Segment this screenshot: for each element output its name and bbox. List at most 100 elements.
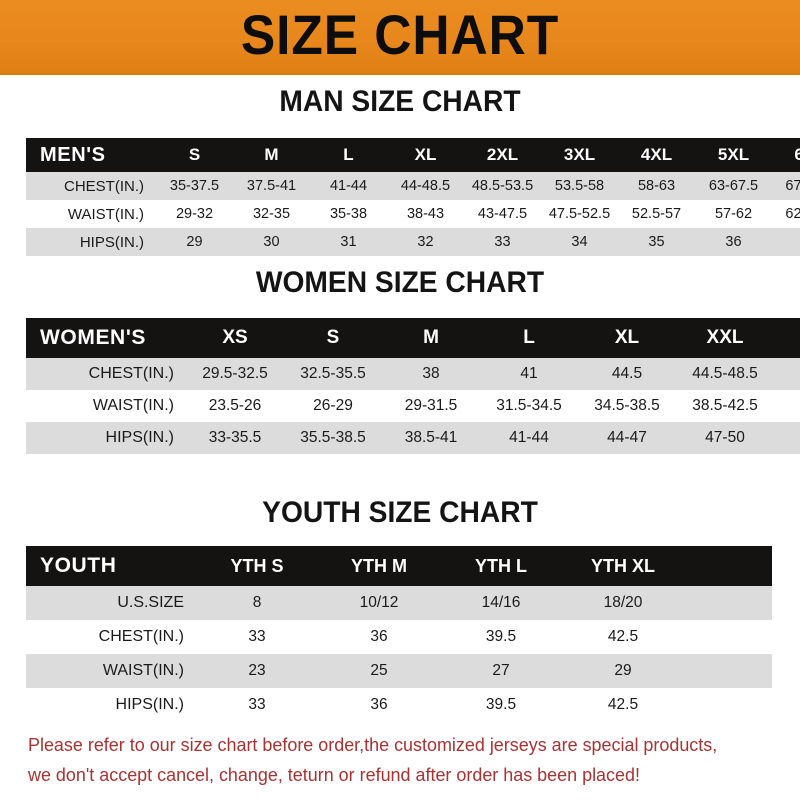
women-waist-xxl: 38.5-42.5 (676, 390, 774, 422)
men-waist-xl: 38-43 (387, 200, 464, 228)
youth-waist-blank (684, 654, 772, 688)
men-chest-s: 35-37.5 (156, 172, 233, 200)
table-row: U.S.SIZE 8 10/12 14/16 18/20 (26, 586, 772, 620)
men-row-label-chest: CHEST(IN.) (26, 172, 156, 200)
youth-ussize-l: 14/16 (440, 586, 562, 620)
women-col-header-l: L (523, 327, 535, 348)
women-col-header-s: S (326, 327, 340, 348)
youth-ussize-s: 8 (196, 586, 318, 620)
order-policy-disclaimer: Please refer to our size chart before or… (28, 730, 754, 790)
women-col-header-m: M (423, 327, 439, 348)
men-hips-l: 31 (310, 228, 387, 256)
youth-table-header-row: YOUTH YTH S YTH M YTH L YTH XL (26, 546, 772, 586)
women-chest-blank (774, 358, 800, 390)
page-header-banner: SIZE CHART (0, 0, 800, 75)
women-waist-xl: 34.5-38.5 (578, 390, 676, 422)
men-waist-5xl: 57-62 (695, 200, 772, 228)
youth-col-header-yth-m: YTH M (351, 555, 407, 576)
women-waist-m: 29-31.5 (382, 390, 480, 422)
men-chest-xl: 44-48.5 (387, 172, 464, 200)
women-col-header-xxl: XXL (706, 327, 744, 348)
women-hips-xs: 33-35.5 (186, 422, 284, 454)
men-hips-s: 29 (156, 228, 233, 256)
youth-waist-l: 27 (440, 654, 562, 688)
youth-waist-m: 25 (318, 654, 440, 688)
table-row: HIPS(IN.) 29 30 31 32 33 34 35 36 37 (26, 228, 800, 256)
men-waist-m: 32-35 (233, 200, 310, 228)
youth-chest-l: 39.5 (440, 620, 562, 654)
youth-hips-l: 39.5 (440, 688, 562, 722)
men-hips-2xl: 33 (464, 228, 541, 256)
women-table-corner-label: WOMEN'S (40, 326, 147, 349)
table-row: HIPS(IN.) 33 36 39.5 42.5 (26, 688, 772, 722)
youth-ussize-blank (684, 586, 772, 620)
youth-row-label-hips: HIPS(IN.) (26, 688, 196, 722)
disclaimer-line-2: we don't accept cancel, change, teturn o… (28, 764, 640, 785)
men-col-header-5xl: 5XL (717, 145, 750, 164)
men-chest-6xl: 67.5-72 (772, 172, 800, 200)
youth-col-header-yth-l: YTH L (475, 555, 527, 576)
men-table-header-row: MEN'S S M L XL 2XL 3XL 4XL 5XL 6XL (26, 138, 800, 172)
men-waist-2xl: 43-47.5 (464, 200, 541, 228)
men-col-header-s: S (188, 145, 201, 164)
youth-hips-s: 33 (196, 688, 318, 722)
men-row-label-hips: HIPS(IN.) (26, 228, 156, 256)
table-row: CHEST(IN.) 33 36 39.5 42.5 (26, 620, 772, 654)
men-hips-m: 30 (233, 228, 310, 256)
men-chest-5xl: 63-67.5 (695, 172, 772, 200)
women-row-label-chest: CHEST(IN.) (26, 358, 186, 390)
youth-ussize-m: 10/12 (318, 586, 440, 620)
women-hips-xl: 44-47 (578, 422, 676, 454)
women-waist-xs: 23.5-26 (186, 390, 284, 422)
youth-waist-xl: 29 (562, 654, 684, 688)
page-title: SIZE CHART (240, 2, 560, 66)
men-hips-6xl: 37 (772, 228, 800, 256)
women-hips-s: 35.5-38.5 (284, 422, 382, 454)
youth-col-header-yth-s: YTH S (230, 555, 284, 576)
women-hips-blank (774, 422, 800, 454)
youth-col-header-blank (684, 546, 772, 586)
table-row: CHEST(IN.) 35-37.5 37.5-41 41-44 44-48.5… (26, 172, 800, 200)
youth-size-table: YOUTH YTH S YTH M YTH L YTH XL U.S.SIZE … (26, 546, 772, 722)
women-hips-l: 41-44 (480, 422, 578, 454)
man-section-title: MAN SIZE CHART (279, 85, 521, 118)
youth-hips-m: 36 (318, 688, 440, 722)
women-chest-xxl: 44.5-48.5 (676, 358, 774, 390)
youth-table-corner-label: YOUTH (40, 554, 117, 577)
table-row: WAIST(IN.) 29-32 32-35 35-38 38-43 43-47… (26, 200, 800, 228)
youth-ussize-xl: 18/20 (562, 586, 684, 620)
men-waist-6xl: 62-66.5 (772, 200, 800, 228)
women-size-table: WOMEN'S XS S M L XL XXL CHEST(IN.) 29.5-… (26, 318, 800, 454)
men-col-header-m: M (264, 145, 279, 164)
men-waist-l: 35-38 (310, 200, 387, 228)
men-chest-2xl: 48.5-53.5 (464, 172, 541, 200)
women-col-header-blank (774, 318, 800, 358)
men-size-table: MEN'S S M L XL 2XL 3XL 4XL 5XL 6XL CHEST… (26, 138, 800, 256)
men-waist-4xl: 52.5-57 (618, 200, 695, 228)
women-table-header-row: WOMEN'S XS S M L XL XXL (26, 318, 800, 358)
men-chest-3xl: 53.5-58 (541, 172, 618, 200)
men-waist-s: 29-32 (156, 200, 233, 228)
women-col-header-xl: XL (614, 327, 640, 348)
men-col-header-l: L (343, 145, 354, 164)
men-chest-l: 41-44 (310, 172, 387, 200)
disclaimer-line-1: Please refer to our size chart before or… (28, 734, 718, 755)
youth-col-header-yth-xl: YTH XL (590, 555, 655, 576)
youth-chest-s: 33 (196, 620, 318, 654)
men-col-header-3xl: 3XL (563, 145, 596, 164)
men-chest-m: 37.5-41 (233, 172, 310, 200)
women-chest-s: 32.5-35.5 (284, 358, 382, 390)
youth-chest-xl: 42.5 (562, 620, 684, 654)
youth-waist-s: 23 (196, 654, 318, 688)
table-row: WAIST(IN.) 23 25 27 29 (26, 654, 772, 688)
women-waist-blank (774, 390, 800, 422)
youth-chest-blank (684, 620, 772, 654)
youth-row-label-us-size: U.S.SIZE (26, 586, 196, 620)
women-section-title: WOMEN SIZE CHART (255, 266, 545, 299)
men-hips-5xl: 36 (695, 228, 772, 256)
men-table-corner-label: MEN'S (40, 143, 106, 166)
men-row-label-waist: WAIST(IN.) (26, 200, 156, 228)
women-row-label-hips: HIPS(IN.) (26, 422, 186, 454)
men-col-header-6xl: 6XL (794, 145, 800, 164)
